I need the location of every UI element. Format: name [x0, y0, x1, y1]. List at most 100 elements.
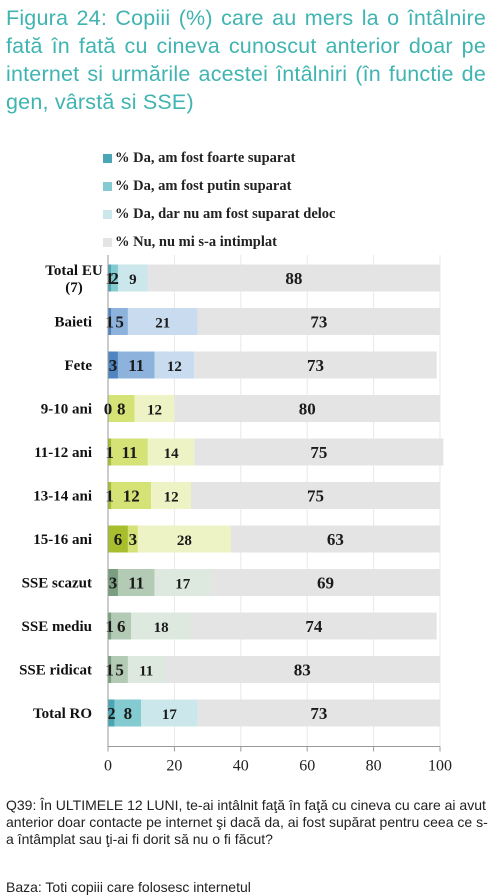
- bar-segment: [194, 438, 444, 466]
- bar-segment: [108, 656, 112, 683]
- bar-segment: [127, 308, 198, 335]
- question-footnote: Q39: În ULTIMELE 12 LUNI, te-ai intâlnit…: [6, 797, 488, 847]
- legend-item: % Nu, nu mi s-a intimplat: [103, 228, 335, 256]
- data-label: 11: [128, 356, 144, 375]
- bar-segment: [164, 656, 440, 683]
- data-label: 12: [147, 403, 162, 419]
- data-label: 12: [123, 487, 140, 506]
- data-label: 73: [310, 704, 327, 723]
- data-label: 73: [310, 313, 327, 332]
- category-label: SSE ridicat: [19, 663, 92, 679]
- category-label: 13-14 ani: [33, 489, 92, 505]
- data-label: 21: [155, 316, 170, 332]
- data-label: 6: [117, 617, 126, 636]
- data-label: 17: [175, 577, 191, 593]
- data-label: 3: [109, 574, 118, 593]
- bar-segment: [141, 699, 198, 727]
- data-label: 1: [105, 313, 114, 332]
- x-tick-label: 40: [233, 758, 249, 775]
- legend-swatch: [103, 209, 112, 219]
- data-label: 83: [294, 661, 311, 680]
- bar-segment: [174, 395, 440, 422]
- x-tick-label: 20: [166, 758, 182, 775]
- bar-segment: [111, 612, 132, 640]
- category-label: SSE scazut: [22, 576, 92, 592]
- legend-swatch: [103, 153, 112, 163]
- bar-segment: [137, 525, 231, 553]
- legend-swatch: [103, 237, 112, 247]
- category-label: 9-10 ani: [41, 402, 92, 418]
- bar-segment: [108, 438, 112, 466]
- data-label: 11: [128, 574, 144, 593]
- bar-segment: [127, 525, 138, 553]
- bar-segment: [154, 569, 211, 596]
- bar-segment: [111, 308, 128, 335]
- bar-segment: [147, 264, 440, 292]
- data-label: 12: [167, 359, 182, 375]
- basis-note: Baza: Toti copiii care folosesc internet…: [6, 879, 251, 895]
- bar-segment: [191, 482, 440, 509]
- bar-segment: [117, 264, 148, 292]
- data-label: 14: [164, 446, 180, 462]
- bar-segment: [108, 612, 112, 640]
- data-label: 8: [124, 704, 133, 723]
- bar-segment: [111, 656, 128, 683]
- x-tick-label: 80: [366, 758, 382, 775]
- legend-label: % Da, dar nu am fost suparat deloc: [115, 205, 336, 222]
- data-label: 73: [307, 356, 324, 375]
- chart-legend: % Da, am fost foarte suparat % Da, am fos…: [103, 144, 335, 256]
- bar-segment: [131, 612, 191, 640]
- legend-item: % Da, am fost foarte suparat: [103, 144, 335, 172]
- data-label: 88: [285, 269, 302, 288]
- data-label: 6: [114, 530, 123, 549]
- bar-segment: [111, 482, 152, 509]
- data-label: 74: [305, 617, 323, 636]
- data-label: 18: [154, 620, 169, 636]
- legend-item: % Da, am fost putin suparat: [103, 172, 335, 200]
- category-label: Total RO: [33, 706, 92, 722]
- data-label: 3: [109, 356, 118, 375]
- bar-segment: [191, 612, 437, 640]
- data-label: 1: [105, 487, 114, 506]
- category-label: 11-12 ani: [34, 445, 92, 461]
- category-label: Baieti: [55, 315, 93, 331]
- bar-segment: [230, 525, 440, 553]
- bar-segment: [108, 525, 128, 553]
- data-label: 2: [110, 269, 119, 288]
- data-label: 28: [177, 533, 192, 549]
- bar-segment: [134, 395, 175, 422]
- data-label: 12: [164, 490, 179, 506]
- x-tick-label: 0: [104, 758, 112, 775]
- category-label: 15-16 ani: [33, 532, 92, 548]
- data-label: 1: [105, 269, 114, 288]
- bar-segment: [108, 699, 115, 727]
- bar-segment: [111, 438, 148, 466]
- category-label: Fete: [65, 358, 93, 374]
- bar-segment: [108, 395, 135, 422]
- legend-item: % Da, dar nu am fost suparat deloc: [103, 200, 335, 228]
- legend-label: % Da, am fost foarte suparat: [115, 149, 296, 166]
- bar-segment: [108, 351, 118, 379]
- bar-segment: [108, 569, 118, 596]
- bar-segment: [108, 264, 112, 292]
- data-label: 2: [107, 704, 116, 723]
- legend-label: % Da, am fost putin suparat: [115, 177, 292, 194]
- bar-segment: [194, 351, 437, 379]
- bar-segment: [117, 569, 155, 596]
- bar-segment: [210, 569, 440, 596]
- bar-segment: [108, 482, 112, 509]
- legend-swatch: [103, 181, 112, 191]
- category-label: Total EU (7): [45, 263, 103, 296]
- data-label: 5: [115, 661, 124, 680]
- bar-segment: [108, 308, 112, 335]
- data-label: 3: [129, 530, 138, 549]
- x-tick-label: 100: [428, 758, 452, 775]
- data-label: 69: [317, 574, 334, 593]
- data-label: 1: [105, 617, 114, 636]
- bar-segment: [127, 656, 165, 683]
- data-label: 11: [139, 664, 153, 680]
- data-label: 63: [327, 530, 344, 549]
- bar-segment: [154, 351, 195, 379]
- legend-label: % Nu, nu mi s-a intimplat: [115, 233, 277, 250]
